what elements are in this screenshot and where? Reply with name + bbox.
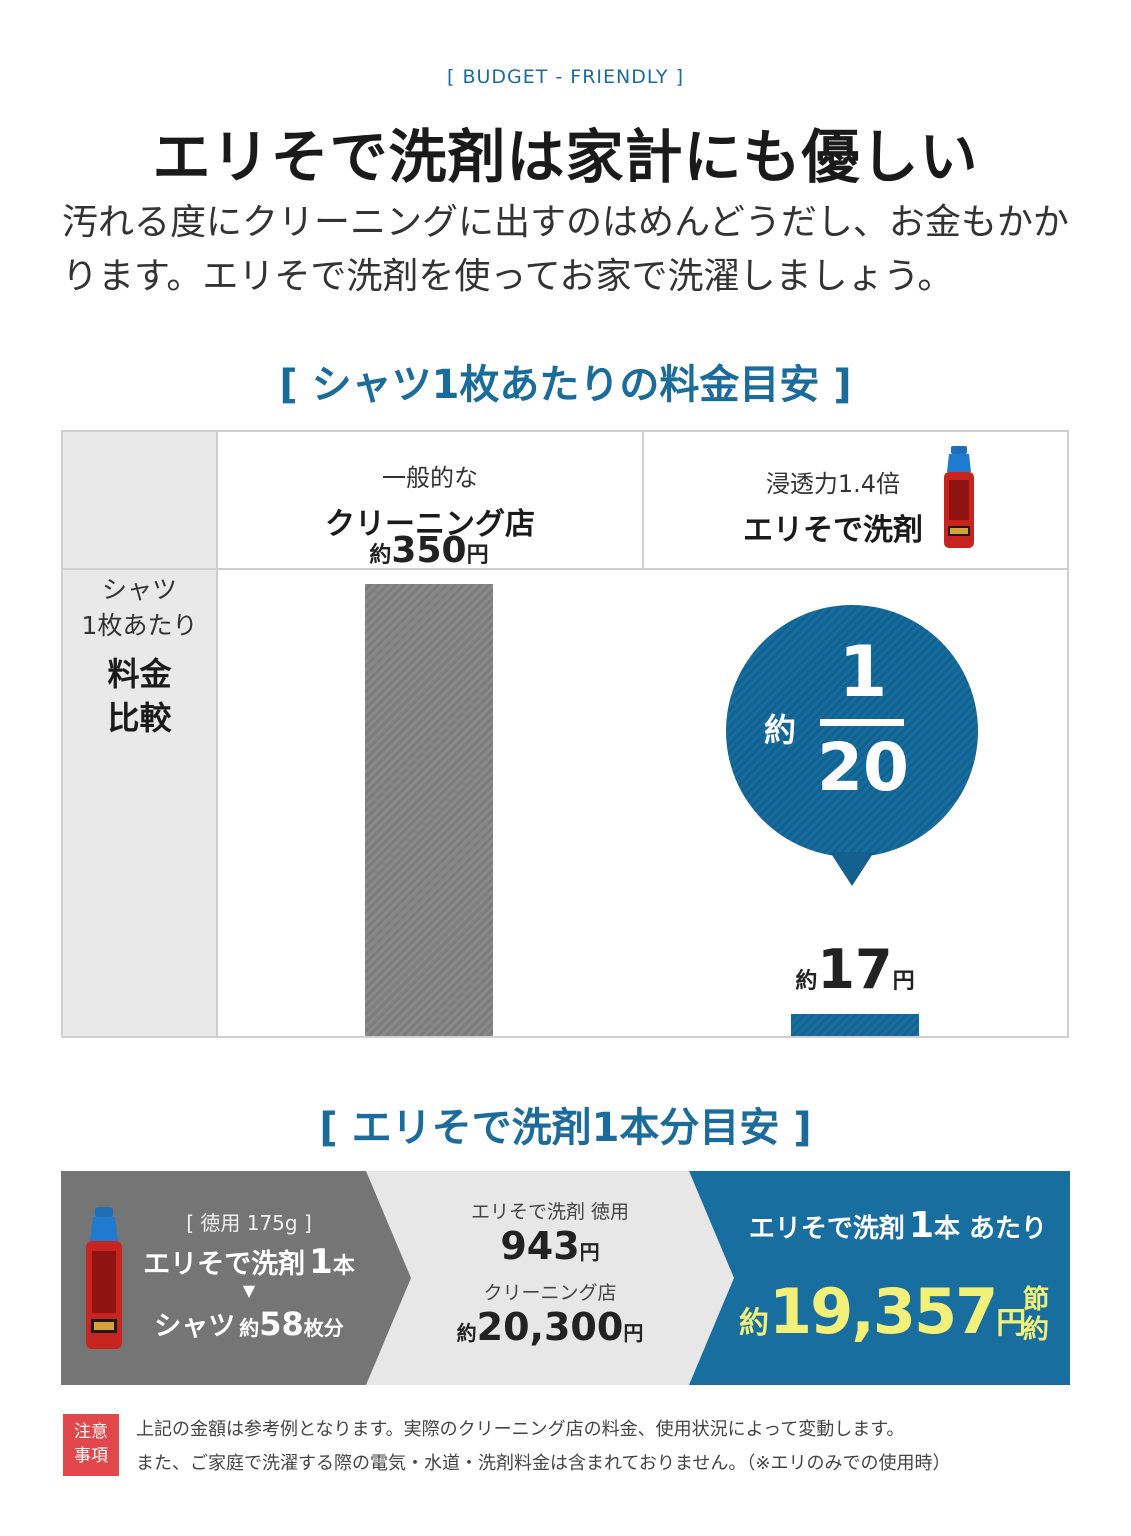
summary-middle-price1-value: 943: [500, 1224, 580, 1268]
detergent-bottle-large-icon: [86, 1207, 122, 1349]
summary-right-amount-prefix: 約: [739, 1306, 769, 1341]
bar-detergent-unit: 円: [892, 969, 915, 994]
eyebrow-label: [ BUDGET - FRIENDLY ]: [447, 66, 684, 88]
summary-right-title: エリそで洗剤 1本 あたり: [733, 1205, 1063, 1246]
divider-vertical-middle: [642, 432, 644, 569]
summary-left-line2-count: 58: [259, 1305, 304, 1343]
down-arrow-icon: ▼: [242, 1281, 256, 1300]
bar-detergent: [791, 1014, 919, 1036]
summary-left-panel: [61, 1171, 411, 1385]
divider-horizontal: [63, 568, 1067, 570]
summary-middle-price1-unit: 円: [579, 1240, 600, 1264]
row-label-line2: 1枚あたり: [81, 611, 198, 640]
summary-middle-price2-prefix: 約: [456, 1321, 477, 1345]
summary-right-title-count: 1: [908, 1205, 934, 1246]
row-header-column: [63, 432, 216, 1036]
bar-detergent-label: 約17円: [755, 938, 955, 1001]
summary-left-line1: エリそで洗剤 1本: [131, 1242, 367, 1282]
summary-right-amount: 約19,357円: [739, 1275, 1069, 1348]
column-header-cleaning-big: クリーニング店: [325, 507, 535, 542]
page-title: エリそで洗剤は家計にも優しい: [152, 123, 979, 191]
summary-middle-label2: クリーニング店: [483, 1282, 617, 1304]
row-label: シャツ 1枚あたり 料金 比較: [63, 572, 216, 740]
ratio-prefix: 約: [764, 711, 797, 749]
summary-right-saving-char1: 節: [1022, 1285, 1049, 1315]
summary-right-panel: [689, 1171, 1070, 1385]
bar-cleaning-shop-label: 約350円: [329, 530, 529, 571]
bar-cleaning-shop-value: 350: [391, 530, 467, 571]
row-label-line1: シャツ: [101, 575, 177, 604]
bar-detergent-value: 17: [817, 938, 893, 1001]
divider-vertical-left: [216, 432, 218, 1036]
ratio-bubble: 約 1 20: [726, 605, 978, 857]
bar-detergent-prefix: 約: [795, 969, 818, 994]
note-line1: 上記の金額は参考例となります。実際のクリーニング店の料金、使用状況によって変動し…: [136, 1419, 905, 1440]
summary-left-text: [ 徳用 175g ] エリそで洗剤 1本 ▼ シャツ 約58枚分: [131, 1207, 367, 1343]
summary-left-line1-name: エリそで洗剤: [143, 1249, 306, 1280]
summary-right-saving-char2: 約: [1022, 1315, 1049, 1345]
summary-left-line2-item: シャツ: [154, 1311, 236, 1342]
summary-middle-price2-value: 20,300: [476, 1305, 624, 1349]
summary-middle-price2: 約20,300円: [411, 1305, 689, 1349]
summary-right-title-name: エリそで洗剤: [748, 1214, 905, 1244]
note-badge-line2: 事項: [74, 1446, 108, 1466]
summary-middle-text: エリそで洗剤 徳用 943円 クリーニング店 約20,300円: [411, 1197, 689, 1349]
summary-section-title: [ エリそで洗剤1本分目安 ]: [319, 1105, 812, 1151]
bar-cleaning-shop-prefix: 約: [369, 543, 392, 568]
summary-left-line1-count: 1: [309, 1242, 333, 1282]
comparison-section-title: [ シャツ1枚あたりの料金目安 ]: [279, 362, 852, 408]
summary-middle-price2-unit: 円: [623, 1321, 644, 1345]
row-label-line3: 料金: [107, 655, 172, 693]
row-label-line4: 比較: [107, 699, 172, 737]
ratio-numerator: 1: [838, 631, 888, 713]
summary-left-line2-unit: 枚分: [303, 1316, 344, 1340]
bar-cleaning-shop: [365, 584, 493, 1036]
bar-cleaning-shop-unit: 円: [466, 543, 489, 568]
detergent-bottle-icon: [944, 446, 974, 548]
summary-right-title-unit: 本 あたり: [934, 1214, 1048, 1244]
ratio-fraction-bar: [820, 719, 904, 726]
column-header-cleaning-small: 一般的な: [382, 464, 478, 492]
note-badge: 注意 事項: [63, 1414, 119, 1476]
summary-right-amount-unit: 円: [996, 1306, 1027, 1341]
summary-right-saving-label: 節 約: [1019, 1285, 1053, 1345]
note-text: 上記の金額は参考例となります。実際のクリーニング店の料金、使用状況によって変動し…: [136, 1413, 1076, 1481]
summary-band-shapes: [61, 1171, 1070, 1385]
column-header-detergent-small: 浸透力1.4倍: [765, 470, 901, 498]
column-header-detergent-big: エリそで洗剤: [743, 513, 923, 548]
note-line2: また、ご家庭で洗濯する際の電気・水道・洗剤料金は含まれておりません。（※エリのみ…: [136, 1453, 951, 1474]
summary-left-tag: [ 徳用 175g ]: [186, 1211, 312, 1235]
column-header-cleaning: 一般的な クリーニング店: [218, 458, 642, 543]
ratio-bubble-tail: [830, 852, 874, 886]
column-header-detergent: 浸透力1.4倍 エリそで洗剤: [703, 464, 963, 549]
summary-middle-price1: 943円: [411, 1224, 689, 1268]
summary-middle-label1: エリそで洗剤 徳用: [470, 1201, 630, 1223]
lead-text: 汚れる度にクリーニングに出すのはめんどうだし、お金もかかります。エリそで洗剤を使…: [62, 202, 1069, 297]
ratio-denominator: 20: [817, 729, 909, 806]
summary-left-line2: シャツ 約58枚分: [131, 1304, 367, 1343]
summary-right-amount-value: 19,357: [769, 1275, 998, 1348]
summary-band: [ 徳用 175g ] エリそで洗剤 1本 ▼ シャツ 約58枚分 エリそで洗剤 徳…: [61, 1171, 1070, 1385]
summary-left-line1-unit: 本: [332, 1254, 355, 1279]
summary-left-line2-prefix: 約: [239, 1316, 260, 1340]
note-badge-line1: 注意: [74, 1422, 108, 1442]
